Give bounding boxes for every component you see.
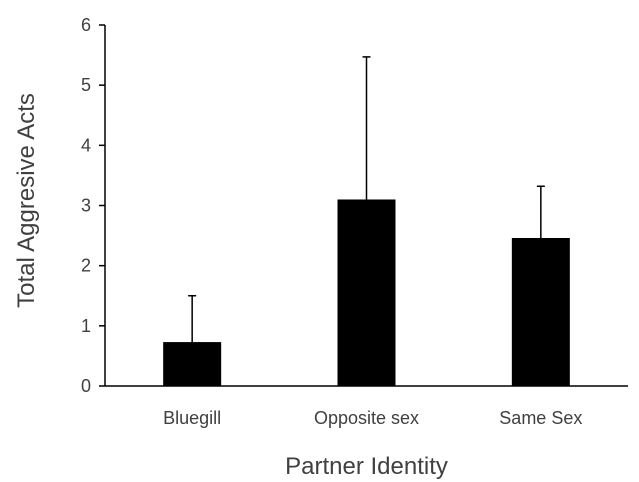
- bar-opposite-sex: [337, 199, 396, 386]
- y-tick-label-1: 1: [81, 316, 91, 336]
- y-tick-label-4: 4: [81, 135, 91, 155]
- bar-bluegill: [163, 342, 222, 386]
- x-tick-label-opposite-sex: Opposite sex: [314, 408, 419, 428]
- x-tick-label-bluegill: Bluegill: [163, 408, 221, 428]
- y-axis-ticks: 0 1 2 3 4 5 6: [81, 15, 105, 396]
- y-tick-label-5: 5: [81, 75, 91, 95]
- y-tick-label-0: 0: [81, 376, 91, 396]
- y-tick-label-6: 6: [81, 15, 91, 35]
- x-axis-tick-labels: Bluegill Opposite sex Same Sex: [163, 408, 582, 428]
- y-tick-label-2: 2: [81, 256, 91, 276]
- x-axis-title: Partner Identity: [285, 453, 448, 480]
- y-axis-title: Total Aggresive Acts: [13, 93, 40, 308]
- x-tick-label-same-sex: Same Sex: [499, 408, 582, 428]
- y-tick-label-3: 3: [81, 196, 91, 216]
- plot-area: [163, 56, 570, 386]
- bar-same-sex: [511, 237, 570, 386]
